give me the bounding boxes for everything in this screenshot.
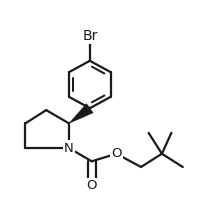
Text: Br: Br	[82, 29, 97, 43]
Text: O: O	[87, 179, 97, 192]
Text: O: O	[111, 147, 122, 160]
Text: N: N	[64, 142, 74, 155]
Polygon shape	[69, 104, 93, 123]
